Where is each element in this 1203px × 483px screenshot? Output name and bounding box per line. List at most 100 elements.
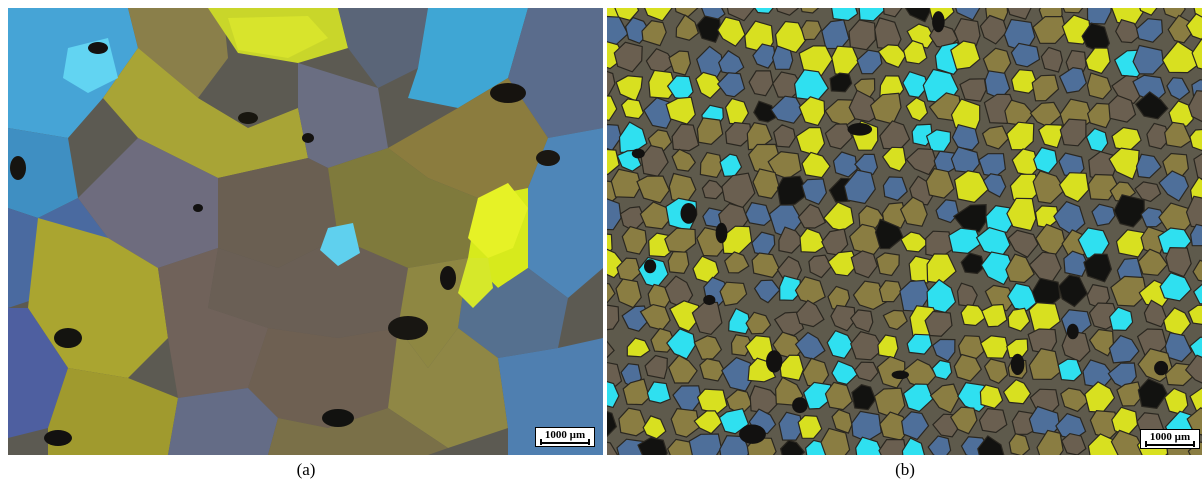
- pore: [1010, 353, 1025, 375]
- grain: [800, 8, 820, 14]
- grain: [1063, 250, 1089, 277]
- grain: [902, 383, 934, 413]
- grain: [882, 176, 908, 201]
- grain: [979, 335, 1009, 359]
- grain: [618, 407, 649, 437]
- grain: [931, 338, 956, 362]
- grain: [1010, 69, 1039, 94]
- grain: [1108, 94, 1137, 123]
- grain: [648, 69, 677, 100]
- grain: [1062, 8, 1084, 14]
- grain: [831, 8, 859, 22]
- grain: [1007, 8, 1032, 20]
- grain: [883, 8, 903, 18]
- grain: [1058, 172, 1090, 203]
- grain: [745, 311, 772, 335]
- grain: [1091, 203, 1116, 227]
- grain: [1193, 153, 1202, 180]
- micrograph-b: 1000 µm: [607, 8, 1202, 455]
- grain: [636, 175, 670, 204]
- grain: [875, 252, 900, 277]
- scale-bar-b: 1000 µm: [1140, 429, 1200, 449]
- grain: [607, 95, 618, 122]
- grain: [607, 282, 616, 304]
- grain: [607, 441, 619, 455]
- grain: [952, 203, 987, 233]
- grain: [854, 153, 879, 176]
- grain: [1191, 37, 1202, 70]
- grain: [637, 436, 668, 455]
- grain: [935, 199, 960, 224]
- grain: [1166, 77, 1191, 101]
- grain: [832, 151, 858, 178]
- grain: [667, 251, 690, 275]
- grain: [798, 96, 826, 127]
- grain: [620, 98, 645, 120]
- grain: [858, 8, 887, 22]
- grain: [1084, 47, 1111, 75]
- grain: [955, 8, 981, 21]
- grain: [644, 8, 673, 22]
- grain: [688, 433, 722, 455]
- grain: [1137, 248, 1169, 276]
- grain: [607, 198, 622, 231]
- grain: [730, 334, 753, 357]
- grain: [905, 148, 938, 176]
- grain: [1159, 272, 1192, 302]
- grain: [1186, 407, 1202, 436]
- grain: [1184, 354, 1202, 384]
- grain: [1005, 253, 1035, 284]
- grain: [1146, 122, 1171, 150]
- grain: [669, 300, 700, 332]
- grain: [795, 299, 825, 328]
- grain: [607, 411, 618, 438]
- grain: [607, 304, 620, 331]
- grain: [696, 15, 722, 44]
- grain: [770, 95, 805, 124]
- micrograph-a: 1000 µm: [8, 8, 603, 455]
- grain: [1060, 387, 1090, 413]
- grain: [1165, 246, 1192, 278]
- grain: [716, 72, 746, 98]
- grain: [855, 436, 884, 455]
- grain: [851, 384, 877, 411]
- scale-bar-label-b: 1000 µm: [1149, 431, 1191, 443]
- grain: [699, 358, 725, 382]
- grain: [607, 148, 620, 176]
- grain: [1088, 328, 1115, 357]
- grain: [752, 43, 776, 69]
- grain: [1139, 8, 1158, 16]
- grain: [670, 408, 701, 438]
- grain: [1007, 307, 1031, 332]
- grain: [728, 307, 751, 335]
- grain: [646, 381, 672, 404]
- grain: [927, 435, 952, 455]
- grain: [1189, 336, 1202, 362]
- grain: [1108, 147, 1140, 181]
- grain: [960, 252, 985, 275]
- grain: [718, 408, 750, 435]
- grain: [953, 170, 990, 203]
- grain: [899, 196, 928, 227]
- grain: [950, 40, 981, 70]
- grain: [1187, 304, 1202, 325]
- grain: [626, 337, 651, 358]
- grain: [1037, 123, 1063, 149]
- grain: [948, 227, 983, 255]
- grain: [1115, 18, 1142, 44]
- grain: [666, 328, 696, 360]
- grain: [1189, 387, 1202, 415]
- grain: [613, 41, 643, 73]
- grain: [1164, 121, 1192, 148]
- pore: [631, 148, 645, 159]
- grain: [779, 275, 802, 301]
- grain: [902, 40, 928, 65]
- grain: [848, 19, 877, 51]
- pore: [932, 11, 945, 33]
- scale-bar-a: 1000 µm: [535, 427, 595, 447]
- grain: [1060, 432, 1087, 455]
- grain: [696, 388, 728, 414]
- grain: [979, 14, 1008, 45]
- grain: [984, 284, 1016, 312]
- grain: [1164, 332, 1193, 363]
